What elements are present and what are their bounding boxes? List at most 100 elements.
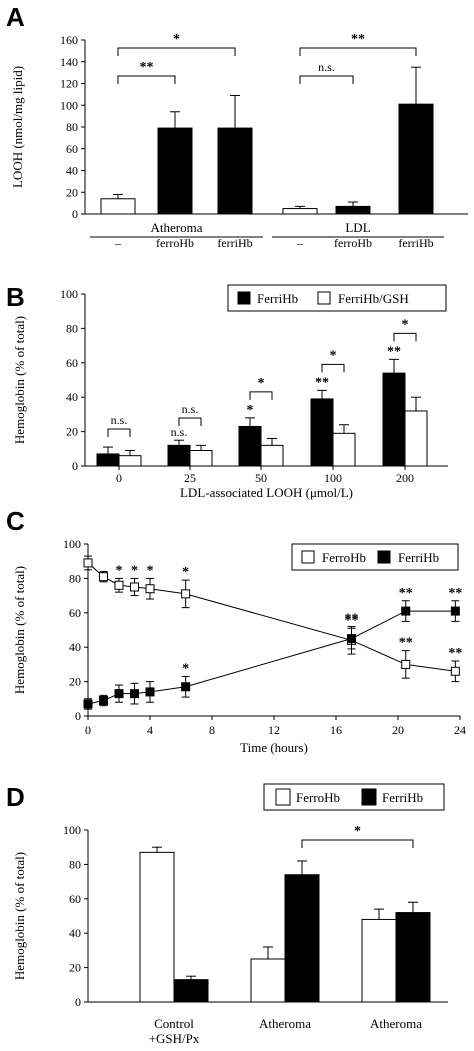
panel-b-bar-ferrihb-gsh [332, 432, 356, 467]
panel-c-x-tick-label: 16 [330, 723, 342, 737]
panel-c-point-ferrihb [401, 606, 411, 616]
panel-a-significance-bracket-label: n.s. [318, 60, 335, 74]
panel-d-x-tick-label: Atheroma [259, 1016, 311, 1031]
panel-a-significance-bracket [299, 75, 354, 84]
panel-b-significance-bracket [178, 417, 202, 426]
panel-d-letter: D [6, 782, 25, 812]
panel-a-letter: A [6, 2, 25, 32]
panel-d-x-tick-label: Atheroma [370, 1016, 422, 1031]
panel-a-y-label: LOOH (nmol/mg lipid) [10, 66, 25, 188]
panel-d-bar-ferrohb [139, 851, 175, 1003]
panel-c-significance-mark-ferrihb: ** [399, 586, 413, 601]
panel-a-y-tick-label: 20 [66, 185, 78, 199]
panel-c-y-tick-label: 60 [69, 606, 81, 620]
panel-d-bar-ferrihb [173, 979, 209, 1003]
panel-d-bar-ferrihb [284, 874, 320, 1003]
panel-b-bar-ferrihb-gsh [404, 410, 428, 467]
panel-a-significance-bracket-label: ** [140, 60, 154, 75]
panel-b-significance-bracket [321, 363, 345, 373]
panel-c-letter: C [6, 506, 25, 536]
panel-c-point-ferrihb [450, 606, 460, 616]
panel-c-significance-mark-ferrihb: ** [345, 613, 359, 628]
panel-b-y-tick-label: 100 [60, 287, 78, 301]
panel-a-bar-label: – [114, 236, 122, 250]
panel-c-significance-mark-ferrohb: * [116, 563, 123, 578]
panel-c-y-label: Hemoglobin (% of total) [12, 566, 27, 694]
panel-c-series-line-ferrihb [87, 610, 456, 705]
panel-b-bar-ferrihb-gsh [189, 450, 213, 467]
panel-c-x-tick-label: 20 [392, 723, 404, 737]
panel-b-legend-label-ferrihb-gsh: FerriHb/GSH [338, 291, 409, 306]
panel-c-legend-box [291, 543, 459, 571]
panel-a-significance-bracket-label: ** [351, 32, 365, 47]
panel-a-bar [398, 103, 434, 215]
panel-b-legend-swatch-ferrihb [237, 291, 251, 305]
panel-d-bar-ferrohb [361, 918, 397, 1003]
panel-d-legend-swatch-ferrihb [361, 788, 377, 806]
panel-c-y-tick-label: 0 [75, 709, 81, 723]
panel-a-bar [217, 127, 253, 215]
panel-c-point-ferrohb [83, 558, 93, 568]
panel-c-significance-mark-ferrohb: ** [345, 612, 359, 627]
panel-c-y-tick-label: 80 [69, 571, 81, 585]
panel-b-significance-bracket-label: n.s. [182, 402, 199, 416]
panel-c-significance-mark-ferrohb: ** [399, 636, 413, 651]
panel-a-bar [100, 198, 136, 215]
panel-c-x-tick-label: 24 [454, 723, 466, 737]
panel-c-significance-mark-ferrohb: ** [448, 646, 462, 661]
panel-d-legend-box [263, 783, 445, 811]
panel-a-significance-bracket-label: * [173, 32, 180, 47]
panel-c-significance-mark-ferrohb: * [182, 565, 189, 580]
panel-c-y-tick-label: 40 [69, 640, 81, 654]
panel-c-point-ferrihb [130, 689, 139, 699]
panel-c-x-label: Time (hours) [240, 740, 308, 755]
panel-b-bar-ferrihb [310, 398, 334, 467]
panel-d-y-tick-label: 0 [75, 995, 81, 1009]
panel-b-y-tick-label: 0 [72, 459, 78, 473]
panel-c-point-ferrihb [347, 634, 356, 644]
panel-b-significance-mark: * [247, 403, 254, 418]
panel-b-x-tick-label: 200 [396, 471, 414, 485]
panel-a-y-tick-label: 80 [66, 120, 78, 134]
panel-c-significance-mark-ferrohb: * [131, 563, 138, 578]
panel-b-letter: B [6, 282, 25, 312]
panel-c-x-tick-label: 12 [268, 723, 280, 737]
panel-d-y-tick-label: 20 [69, 961, 81, 975]
panel-b-significance-bracket-label: * [258, 376, 265, 391]
panel-c-point-ferrohb [401, 659, 411, 669]
panel-a-bar [335, 205, 371, 215]
panel-a-bar-label: ferroHb [156, 236, 194, 250]
panel-a-bar-label: ferriHb [217, 236, 252, 250]
panel-b-x-tick-label: 0 [116, 471, 122, 485]
panel-b-y-tick-label: 40 [66, 390, 78, 404]
panel-b-significance-bracket [393, 332, 417, 342]
panel-b-y-tick-label: 60 [66, 356, 78, 370]
panel-c-y-tick-label: 20 [69, 675, 81, 689]
panel-c-legend-label-ferrohb: FerroHb [322, 550, 366, 565]
panel-b-significance-bracket-label: * [330, 348, 337, 363]
panel-b-legend-swatch-ferrihb-gsh [317, 291, 331, 305]
panel-b-x-label: LDL-associated LOOH (μmol/L) [180, 485, 353, 500]
panel-c-point-ferrohb [450, 666, 460, 676]
panel-d-significance-bracket-label: * [354, 824, 361, 839]
panel-a-y-tick-label: 120 [60, 77, 78, 91]
panel-c-legend-label-ferrihb: FerriHb [398, 550, 439, 565]
panel-b-legend-label-ferrihb: FerriHb [257, 291, 298, 306]
panel-b-significance-mark: ** [387, 344, 401, 359]
panel-a-bar-label: – [296, 236, 304, 250]
panel-a-significance-bracket [117, 47, 236, 56]
panel-c-x-tick-label: 0 [85, 723, 91, 737]
panel-d-bar-ferrohb [250, 958, 286, 1003]
panel-c-point-ferrihb [99, 696, 108, 706]
panel-c-point-ferrohb [181, 589, 191, 599]
panel-a-bar [282, 208, 318, 215]
panel-a-bar-label: ferriHb [398, 236, 433, 250]
panel-c-x-tick-label: 8 [209, 723, 215, 737]
panel-d-y-tick-label: 100 [63, 823, 81, 837]
panel-b-y-tick-label: 80 [66, 321, 78, 335]
panel-c-significance-mark-ferrohb: * [147, 563, 154, 578]
panel-c-point-ferrohb [130, 582, 139, 592]
panel-c-point-ferrihb [83, 699, 93, 709]
panel-d-y-tick-label: 40 [69, 926, 81, 940]
